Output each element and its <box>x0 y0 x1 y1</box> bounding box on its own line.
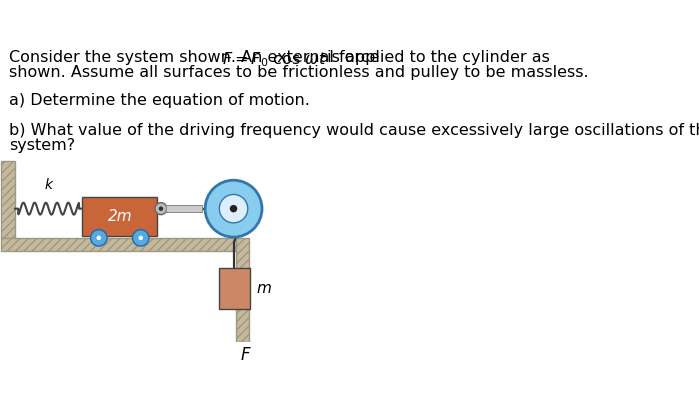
Circle shape <box>219 194 247 223</box>
Circle shape <box>133 229 149 246</box>
Bar <box>1 238 236 251</box>
Bar <box>1 161 15 238</box>
Text: k: k <box>45 178 52 192</box>
Text: Consider the system shown. An external force: Consider the system shown. An external f… <box>9 50 384 65</box>
Text: $F = F_0\ \mathrm{cos}\ \omega t$: $F = F_0\ \mathrm{cos}\ \omega t$ <box>222 50 326 69</box>
Text: system?: system? <box>9 138 75 153</box>
Circle shape <box>230 205 237 213</box>
Text: F: F <box>240 346 250 364</box>
Circle shape <box>96 236 101 240</box>
Text: shown. Assume all surfaces to be frictionless and pulley to be massless.: shown. Assume all surfaces to be frictio… <box>9 65 589 80</box>
Circle shape <box>205 180 262 237</box>
Text: b) What value of the driving frequency would cause excessively large oscillation: b) What value of the driving frequency w… <box>9 123 699 138</box>
Bar <box>1 238 236 251</box>
Bar <box>236 238 250 342</box>
Bar <box>1 161 15 238</box>
Circle shape <box>155 203 167 215</box>
Text: is applied to the cylinder as: is applied to the cylinder as <box>322 50 549 65</box>
Circle shape <box>138 236 143 240</box>
Bar <box>82 197 157 236</box>
Bar <box>166 205 202 212</box>
Text: m: m <box>256 281 271 296</box>
Circle shape <box>91 229 107 246</box>
Bar <box>219 268 250 309</box>
Circle shape <box>159 206 163 211</box>
Text: a) Determine the equation of motion.: a) Determine the equation of motion. <box>9 93 310 108</box>
Text: 2m: 2m <box>108 208 132 224</box>
Bar <box>236 238 250 342</box>
